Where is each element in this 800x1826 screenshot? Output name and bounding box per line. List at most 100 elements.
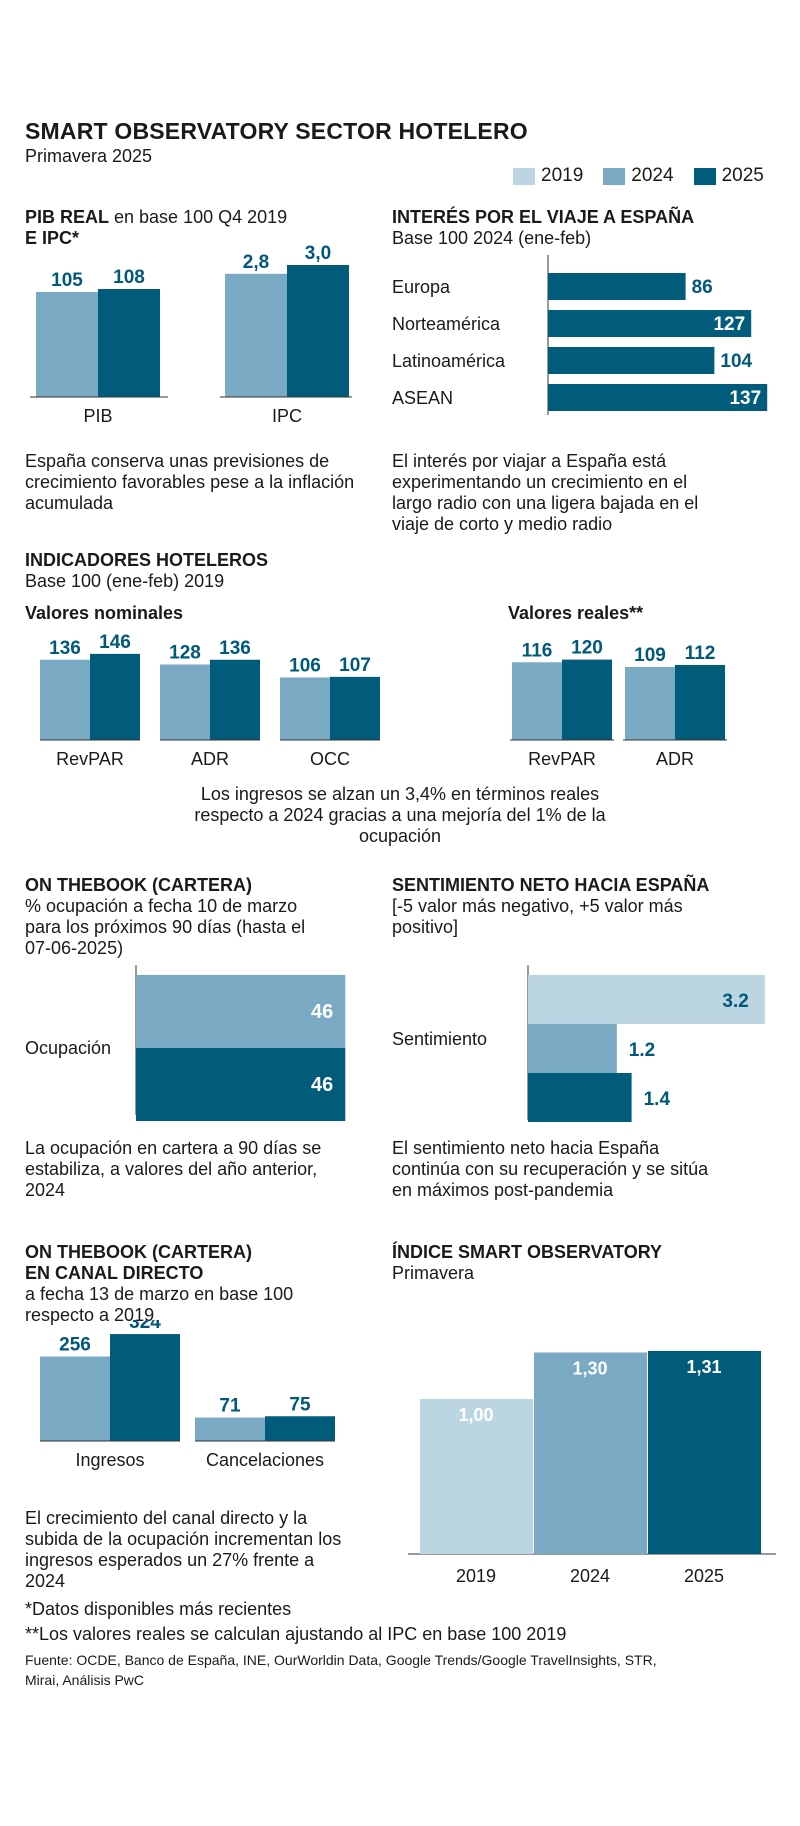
label-interes-norteamérica: 127 [713,314,745,335]
legend-item-2025: 2025 [693,165,764,187]
pib-title-rest: en base 100 Q4 2019 [109,207,288,227]
bar-interes-latinoamérica [548,347,715,374]
category-nominales-adr: ADR [191,749,229,769]
label-pib-2024: 105 [51,270,83,291]
indice-chart: 1,00 2019 1,30 2024 1,31 2025 [408,1350,776,1586]
indicadores-subtitle: Base 100 (ene-feb) 2019 [25,571,225,591]
legend: 2019 2024 2025 [505,165,764,187]
bar-ipc-2024 [225,273,287,397]
bar-reales-adr-2025 [675,664,725,740]
sentimiento-subtitle: [-5 valor más negativo, +5 valor más pos… [392,896,683,937]
category-ipc: IPC [272,406,302,426]
bar-interes-norteamérica [548,310,752,337]
canal-title: ON THEBOOK (CARTERA) EN CANAL DIRECTO [25,1242,252,1284]
legend-label-2019: 2019 [541,165,584,186]
legend-item-2024: 2024 [603,165,674,187]
canal-note: El crecimiento del canal directo y la su… [25,1508,342,1591]
bar-indice-2019 [420,1399,533,1554]
label-canal-ingresos-2024: 256 [59,1335,91,1356]
sentimiento-title: SENTIMIENTO NETO HACIA ESPAÑA [392,875,710,895]
label-nominales-revpar-2025: 146 [99,632,131,653]
bar-thebook-2024 [136,975,346,1048]
category-canal-cancelaciones: Cancelaciones [206,1450,324,1470]
bar-nominales-revpar-2025 [90,653,140,740]
label-canal-cancelaciones-2024: 71 [219,1396,241,1417]
label-pib-2025: 108 [113,267,145,288]
interes-chart: Europa 86 Norteamérica 127 Latinoamérica 104 A… [392,255,768,415]
canal-title-line1: ON THEBOOK (CARTERA) [25,1242,252,1262]
bar-reales-adr-2024 [625,666,675,740]
ipc-title: E IPC* [25,228,80,248]
pib-title-bold: PIB REAL [25,207,110,227]
indice-subtitle: Primavera [392,1263,475,1283]
bar-sentimiento-2025 [528,1073,632,1122]
label-nominales-revpar-2024: 136 [49,638,81,659]
sentimiento-chart: 3.2 1.2 1.4 Sentimiento [392,965,765,1122]
label-reales-adr-2025: 112 [685,643,716,664]
category-sentimiento: Sentimiento [392,1029,487,1049]
bar-nominales-occ-2025 [330,676,380,740]
category-indice-2025: 2025 [684,1566,724,1586]
thebook-note: La ocupación en cartera a 90 días se est… [25,1138,322,1200]
category-reales-adr: ADR [656,749,694,769]
bar-canal-ingresos-2025 [110,1334,180,1441]
label-reales-revpar-2025: 120 [571,638,603,659]
interes-subtitle: Base 100 2024 (ene-feb) [392,228,592,248]
bar-reales-revpar-2024 [512,662,562,740]
thebook-subtitle: % ocupación a fecha 10 de marzo para los… [25,896,306,958]
indicadores-note: Los ingresos se alzan un 3,4% en término… [194,784,606,846]
pib-ipc-chart: 105 108 PIB 2,8 3,0 IPC [30,243,352,426]
label-sentimiento-2019: 3.2 [722,991,748,1012]
label-canal-cancelaciones-2025: 75 [289,1394,311,1415]
legend-swatch-2019 [513,167,535,185]
page-title: SMART OBSERVATORY SECTOR HOTELERO [25,118,528,144]
category-nominales-occ: OCC [310,749,350,769]
bar-nominales-occ-2024 [280,677,330,740]
legend-swatch-2024 [603,167,626,185]
bar-thebook-2025 [136,1048,346,1121]
canal-title-line2: EN CANAL DIRECTO [25,1263,204,1283]
legend-swatch-2025 [693,167,716,185]
label-ipc-2025: 3,0 [305,243,331,264]
bar-canal-cancelaciones-2024 [195,1417,265,1441]
label-indice-2025: 1,31 [686,1357,721,1377]
page-subtitle: Primavera 2025 [25,146,153,166]
indice-title: ÍNDICE SMART OBSERVATORY [392,1242,663,1262]
category-pib: PIB [83,406,112,426]
category-thebook: Ocupación [25,1038,111,1058]
bar-indice-2025 [648,1350,761,1554]
nominal-label: Valores nominales [25,603,184,623]
category-indice-2024: 2024 [570,1566,610,1586]
thebook-chart: 46 46 Ocupación [25,965,346,1121]
legend-label-2025: 2025 [721,165,764,186]
label-sentimiento-2024: 1.2 [629,1040,655,1061]
real-label: Valores reales** [508,603,644,623]
legend-label-2024: 2024 [631,165,674,186]
sentimiento-note: El sentimiento neto hacia España continú… [392,1138,709,1200]
bar-ipc-2025 [287,265,349,397]
legend-item-2019: 2019 [513,165,583,187]
indicadores-title: INDICADORES HOTELEROS [25,550,269,570]
label-interes-latinoamérica: 104 [720,351,752,372]
interes-note: El interés por viajar a España está expe… [392,451,699,534]
category-interes-asean: ASEAN [392,388,453,408]
indicadores-chart: 136 146 RevPAR 128 136 ADR 106 107 OCC 116 120 Rev… [40,632,727,769]
thebook-title: ON THEBOOK (CARTERA) [25,875,252,895]
category-canal-ingresos: Ingresos [75,1450,144,1470]
footer-source: Fuente: OCDE, Banco de España, INE, OurW… [25,1652,657,1688]
interes-title: INTERÉS POR EL VIAJE A ESPAÑA [392,207,695,227]
canal-chart: 256 324 Ingresos 71 75 Cancelaciones [40,1320,335,1470]
bar-interes-asean [548,384,768,411]
pib-ipc-title: PIB REAL en base 100 Q4 2019 E IPC* [25,207,287,249]
footer-note-2: **Los valores reales se calculan ajustan… [25,1624,567,1644]
bar-canal-cancelaciones-2025 [265,1416,335,1441]
label-reales-revpar-2024: 116 [522,640,553,661]
bar-interes-europa [548,273,686,300]
bar-nominales-adr-2025 [210,659,260,740]
label-canal-ingresos-2025: 324 [129,1320,161,1333]
label-nominales-adr-2024: 128 [169,642,201,663]
label-nominales-adr-2025: 136 [219,638,251,659]
label-interes-asean: 137 [729,388,761,409]
bar-indice-2024 [534,1352,647,1554]
label-nominales-occ-2025: 107 [339,655,371,676]
